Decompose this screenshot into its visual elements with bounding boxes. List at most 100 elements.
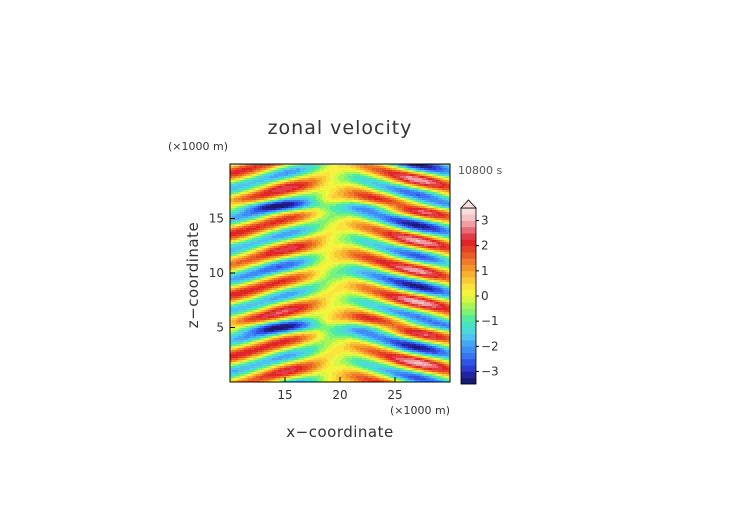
heatmap-cell <box>432 188 435 191</box>
heatmap-cell <box>248 174 251 177</box>
heatmap-cell <box>256 178 259 181</box>
heatmap-cell <box>420 188 423 191</box>
heatmap-cell <box>282 176 285 179</box>
heatmap-cell <box>262 172 265 175</box>
heatmap-cell <box>378 164 381 167</box>
heatmap-cell <box>442 172 445 175</box>
heatmap-cell <box>414 170 417 173</box>
heatmap-cell <box>322 174 325 177</box>
heatmap-cell <box>404 192 407 195</box>
heatmap-cell <box>422 170 425 173</box>
heatmap-cell <box>412 166 415 169</box>
heatmap-cell <box>448 184 450 187</box>
heatmap-cell <box>256 180 259 183</box>
heatmap-cell <box>340 180 343 183</box>
heatmap-cell <box>340 166 343 169</box>
heatmap-cell <box>416 180 419 183</box>
heatmap-cell <box>300 192 303 195</box>
heatmap-cell <box>440 172 443 175</box>
heatmap-cell <box>386 178 389 181</box>
heatmap-cell <box>282 166 285 169</box>
heatmap-cell <box>288 182 291 185</box>
heatmap-cell <box>294 180 297 183</box>
heatmap-cell <box>392 172 395 175</box>
heatmap-cell <box>252 168 255 171</box>
heatmap-cell <box>260 190 263 193</box>
heatmap-cell <box>350 182 353 185</box>
heatmap-cell <box>306 192 309 195</box>
heatmap-cell <box>432 186 435 189</box>
heatmap-cell <box>420 170 423 173</box>
heatmap-cell <box>442 192 445 195</box>
heatmap-cell <box>420 184 423 187</box>
heatmap-cell <box>274 188 277 191</box>
heatmap-cell <box>266 184 269 187</box>
heatmap-cell <box>434 164 437 167</box>
heatmap-cell <box>254 192 257 195</box>
heatmap-cell <box>346 164 349 167</box>
heatmap-cell <box>250 174 253 177</box>
heatmap-cell <box>332 182 335 185</box>
heatmap-cell <box>420 174 423 177</box>
heatmap-cell <box>304 188 307 191</box>
heatmap-cell <box>398 180 401 183</box>
heatmap-cell <box>360 172 363 175</box>
heatmap-cell <box>384 174 387 177</box>
heatmap-cell <box>432 174 435 177</box>
heatmap-cell <box>398 178 401 181</box>
heatmap-cell <box>336 168 339 171</box>
heatmap-cell <box>290 190 293 193</box>
heatmap-cell <box>314 184 317 187</box>
heatmap-cell <box>292 186 295 189</box>
heatmap-cell <box>332 190 335 193</box>
heatmap-cell <box>382 164 385 167</box>
heatmap-cell <box>442 186 445 189</box>
heatmap-cell <box>416 172 419 175</box>
heatmap-cell <box>434 170 437 173</box>
heatmap-cell <box>412 174 415 177</box>
heatmap-cell <box>344 178 347 181</box>
heatmap-cell <box>412 178 415 181</box>
heatmap-cell <box>320 192 323 195</box>
heatmap-cell <box>406 172 409 175</box>
heatmap-cell <box>426 186 429 189</box>
heatmap-cell <box>386 192 389 195</box>
heatmap-cell <box>330 184 333 187</box>
heatmap-cell <box>298 180 301 183</box>
heatmap-cell <box>340 172 343 175</box>
heatmap-cell <box>414 172 417 175</box>
heatmap-cell <box>286 192 289 195</box>
heatmap-cell <box>314 164 317 167</box>
heatmap-cell <box>430 184 433 187</box>
heatmap-cell <box>404 180 407 183</box>
heatmap-cell <box>370 170 373 173</box>
heatmap-cell <box>378 172 381 175</box>
heatmap-cell <box>344 184 347 187</box>
heatmap-cell <box>334 174 337 177</box>
heatmap-cell <box>384 192 387 195</box>
heatmap-cell <box>392 188 395 191</box>
heatmap-cell <box>302 174 305 177</box>
heatmap-cell <box>374 184 377 187</box>
heatmap-cell <box>436 166 439 169</box>
heatmap-cell <box>308 192 311 195</box>
heatmap-cell <box>410 168 413 171</box>
heatmap-cell <box>338 164 341 167</box>
heatmap-cell <box>374 180 377 183</box>
heatmap-cell <box>406 184 409 187</box>
heatmap-cell <box>342 174 345 177</box>
heatmap-cell <box>236 172 239 175</box>
heatmap-cell <box>296 190 299 193</box>
heatmap-cell <box>308 164 311 167</box>
heatmap-cell <box>390 168 393 171</box>
heatmap-cell <box>364 168 367 171</box>
heatmap-cell <box>414 186 417 189</box>
heatmap-cell <box>358 166 361 169</box>
heatmap-cell <box>242 174 245 177</box>
heatmap-cell <box>278 174 281 177</box>
heatmap-cell <box>358 190 361 193</box>
heatmap-cell <box>430 168 433 171</box>
heatmap-cell <box>280 182 283 185</box>
heatmap-cell <box>382 182 385 185</box>
heatmap-cell <box>406 166 409 169</box>
